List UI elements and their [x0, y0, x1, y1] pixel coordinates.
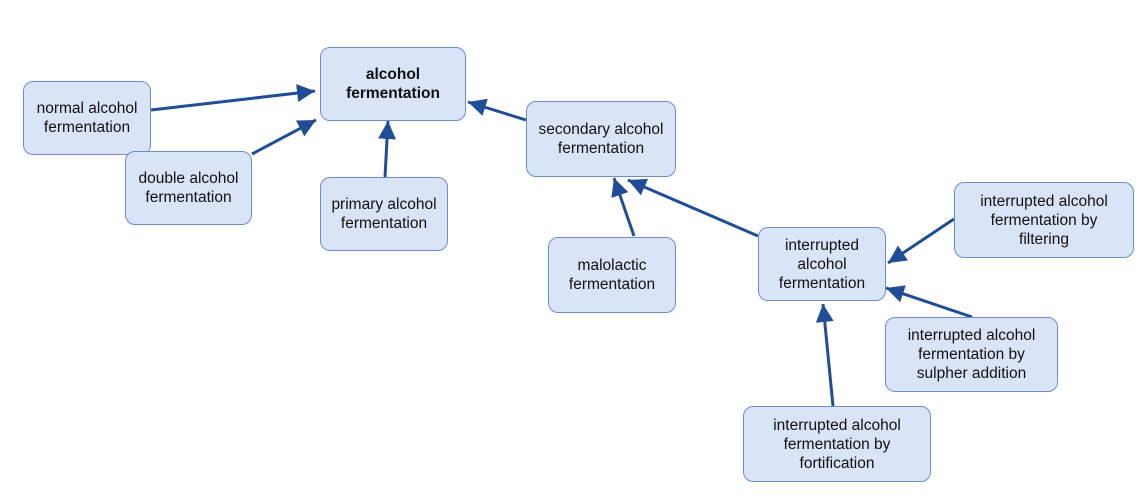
- node-double-alcohol-fermentation-label: double alcohol fermentation: [138, 170, 239, 206]
- edge-by_fortification-to-interrupted: [815, 303, 835, 407]
- node-malolactic-fermentation-label: malolactic fermentation: [568, 257, 656, 293]
- node-secondary-alcohol-fermentation-label: secondary alcohol fermentation: [538, 121, 664, 157]
- node-interrupted-by-filtering-label: interrupted alcohol fermentation by filt…: [980, 192, 1108, 248]
- edge-secondary-to-alcohol_fermentation: [467, 98, 527, 122]
- node-interrupted-by-sulpher-addition[interactable]: interrupted alcohol fermentation by sulp…: [885, 317, 1058, 392]
- node-interrupted-alcohol-fermentation-label: interrupted alcohol fermentation: [778, 236, 866, 292]
- node-interrupted-by-fortification-label: interrupted alcohol fermentation by fort…: [773, 416, 901, 472]
- node-primary-alcohol-fermentation[interactable]: primary alcohol fermentation: [320, 177, 448, 251]
- node-interrupted-by-filtering[interactable]: interrupted alcohol fermentation by filt…: [954, 182, 1134, 258]
- node-primary-alcohol-fermentation-label: primary alcohol fermentation: [331, 196, 437, 232]
- node-malolactic-fermentation[interactable]: malolactic fermentation: [548, 237, 676, 313]
- node-normal-alcohol-fermentation[interactable]: normal alcohol fermentation: [23, 81, 151, 155]
- node-double-alcohol-fermentation[interactable]: double alcohol fermentation: [125, 151, 252, 225]
- edge-by_filtering-to-interrupted: [887, 217, 955, 265]
- edge-interrupted-to-secondary: [627, 178, 759, 238]
- edge-primary-to-alcohol_fermentation: [378, 120, 397, 178]
- node-secondary-alcohol-fermentation[interactable]: secondary alcohol fermentation: [526, 101, 676, 177]
- edge-double-to-alcohol_fermentation: [251, 118, 317, 156]
- node-interrupted-by-sulpher-addition-label: interrupted alcohol fermentation by sulp…: [907, 327, 1036, 382]
- edge-normal-to-alcohol_fermentation: [150, 84, 316, 112]
- node-alcohol-fermentation-label: alcohol fermentation: [346, 66, 440, 102]
- node-interrupted-by-fortification[interactable]: interrupted alcohol fermentation by fort…: [743, 406, 931, 482]
- edge-by_sulpher-to-interrupted: [885, 285, 973, 319]
- node-normal-alcohol-fermentation-label: normal alcohol fermentation: [36, 100, 138, 136]
- node-alcohol-fermentation[interactable]: alcohol fermentation: [320, 47, 466, 121]
- node-interrupted-alcohol-fermentation[interactable]: interrupted alcohol fermentation: [758, 227, 886, 301]
- edge-malolactic-to-secondary: [611, 177, 636, 237]
